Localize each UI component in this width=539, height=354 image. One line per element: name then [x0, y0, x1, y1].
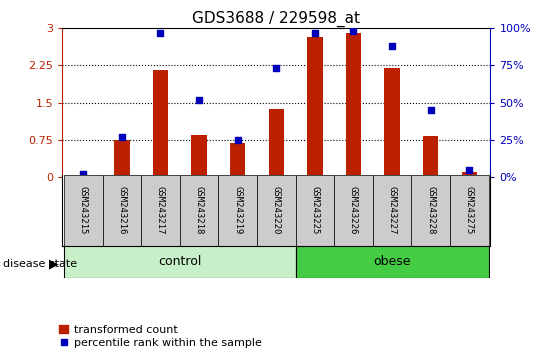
Bar	[114, 140, 129, 177]
Title: GDS3688 / 229598_at: GDS3688 / 229598_at	[192, 11, 360, 27]
Bar	[102, 175, 141, 246]
Bar	[179, 175, 218, 246]
Bar	[461, 172, 477, 177]
Point	[272, 65, 280, 71]
Bar	[295, 246, 488, 278]
Bar	[141, 175, 179, 246]
Bar	[345, 33, 361, 177]
Text: GSM243226: GSM243226	[349, 187, 358, 235]
Text: control: control	[158, 256, 202, 268]
Point	[426, 107, 435, 113]
Text: GSM243217: GSM243217	[156, 187, 165, 235]
Bar	[64, 175, 102, 246]
Bar	[307, 37, 322, 177]
Text: GSM243216: GSM243216	[118, 187, 126, 235]
Bar	[191, 135, 207, 177]
Bar	[411, 175, 450, 246]
Text: obese: obese	[374, 256, 411, 268]
Bar	[450, 175, 488, 246]
Bar	[373, 175, 411, 246]
Point	[79, 171, 87, 177]
Point	[310, 30, 319, 36]
Text: GSM243220: GSM243220	[272, 187, 281, 235]
Bar	[334, 175, 373, 246]
Point	[156, 30, 165, 36]
Legend: transformed count, percentile rank within the sample: transformed count, percentile rank withi…	[59, 325, 262, 348]
Text: ▶: ▶	[49, 257, 58, 270]
Text: GSM243219: GSM243219	[233, 187, 242, 235]
Bar	[153, 70, 168, 177]
Text: GSM243227: GSM243227	[388, 187, 397, 235]
Bar	[64, 246, 295, 278]
Bar	[218, 175, 257, 246]
Text: disease state: disease state	[3, 259, 77, 269]
Point	[195, 97, 203, 103]
Text: GSM243228: GSM243228	[426, 187, 435, 235]
Bar	[268, 109, 284, 177]
Bar	[257, 175, 295, 246]
Bar	[75, 176, 91, 177]
Bar	[295, 175, 334, 246]
Text: GSM243215: GSM243215	[79, 187, 88, 235]
Point	[233, 137, 242, 143]
Point	[388, 43, 396, 49]
Bar	[423, 136, 438, 177]
Text: GSM243218: GSM243218	[195, 187, 204, 235]
Point	[349, 28, 358, 34]
Bar	[384, 68, 400, 177]
Point	[465, 167, 474, 172]
Point	[118, 134, 126, 140]
Text: GSM243225: GSM243225	[310, 187, 319, 235]
Text: GSM243275: GSM243275	[465, 187, 474, 235]
Bar	[230, 143, 245, 177]
